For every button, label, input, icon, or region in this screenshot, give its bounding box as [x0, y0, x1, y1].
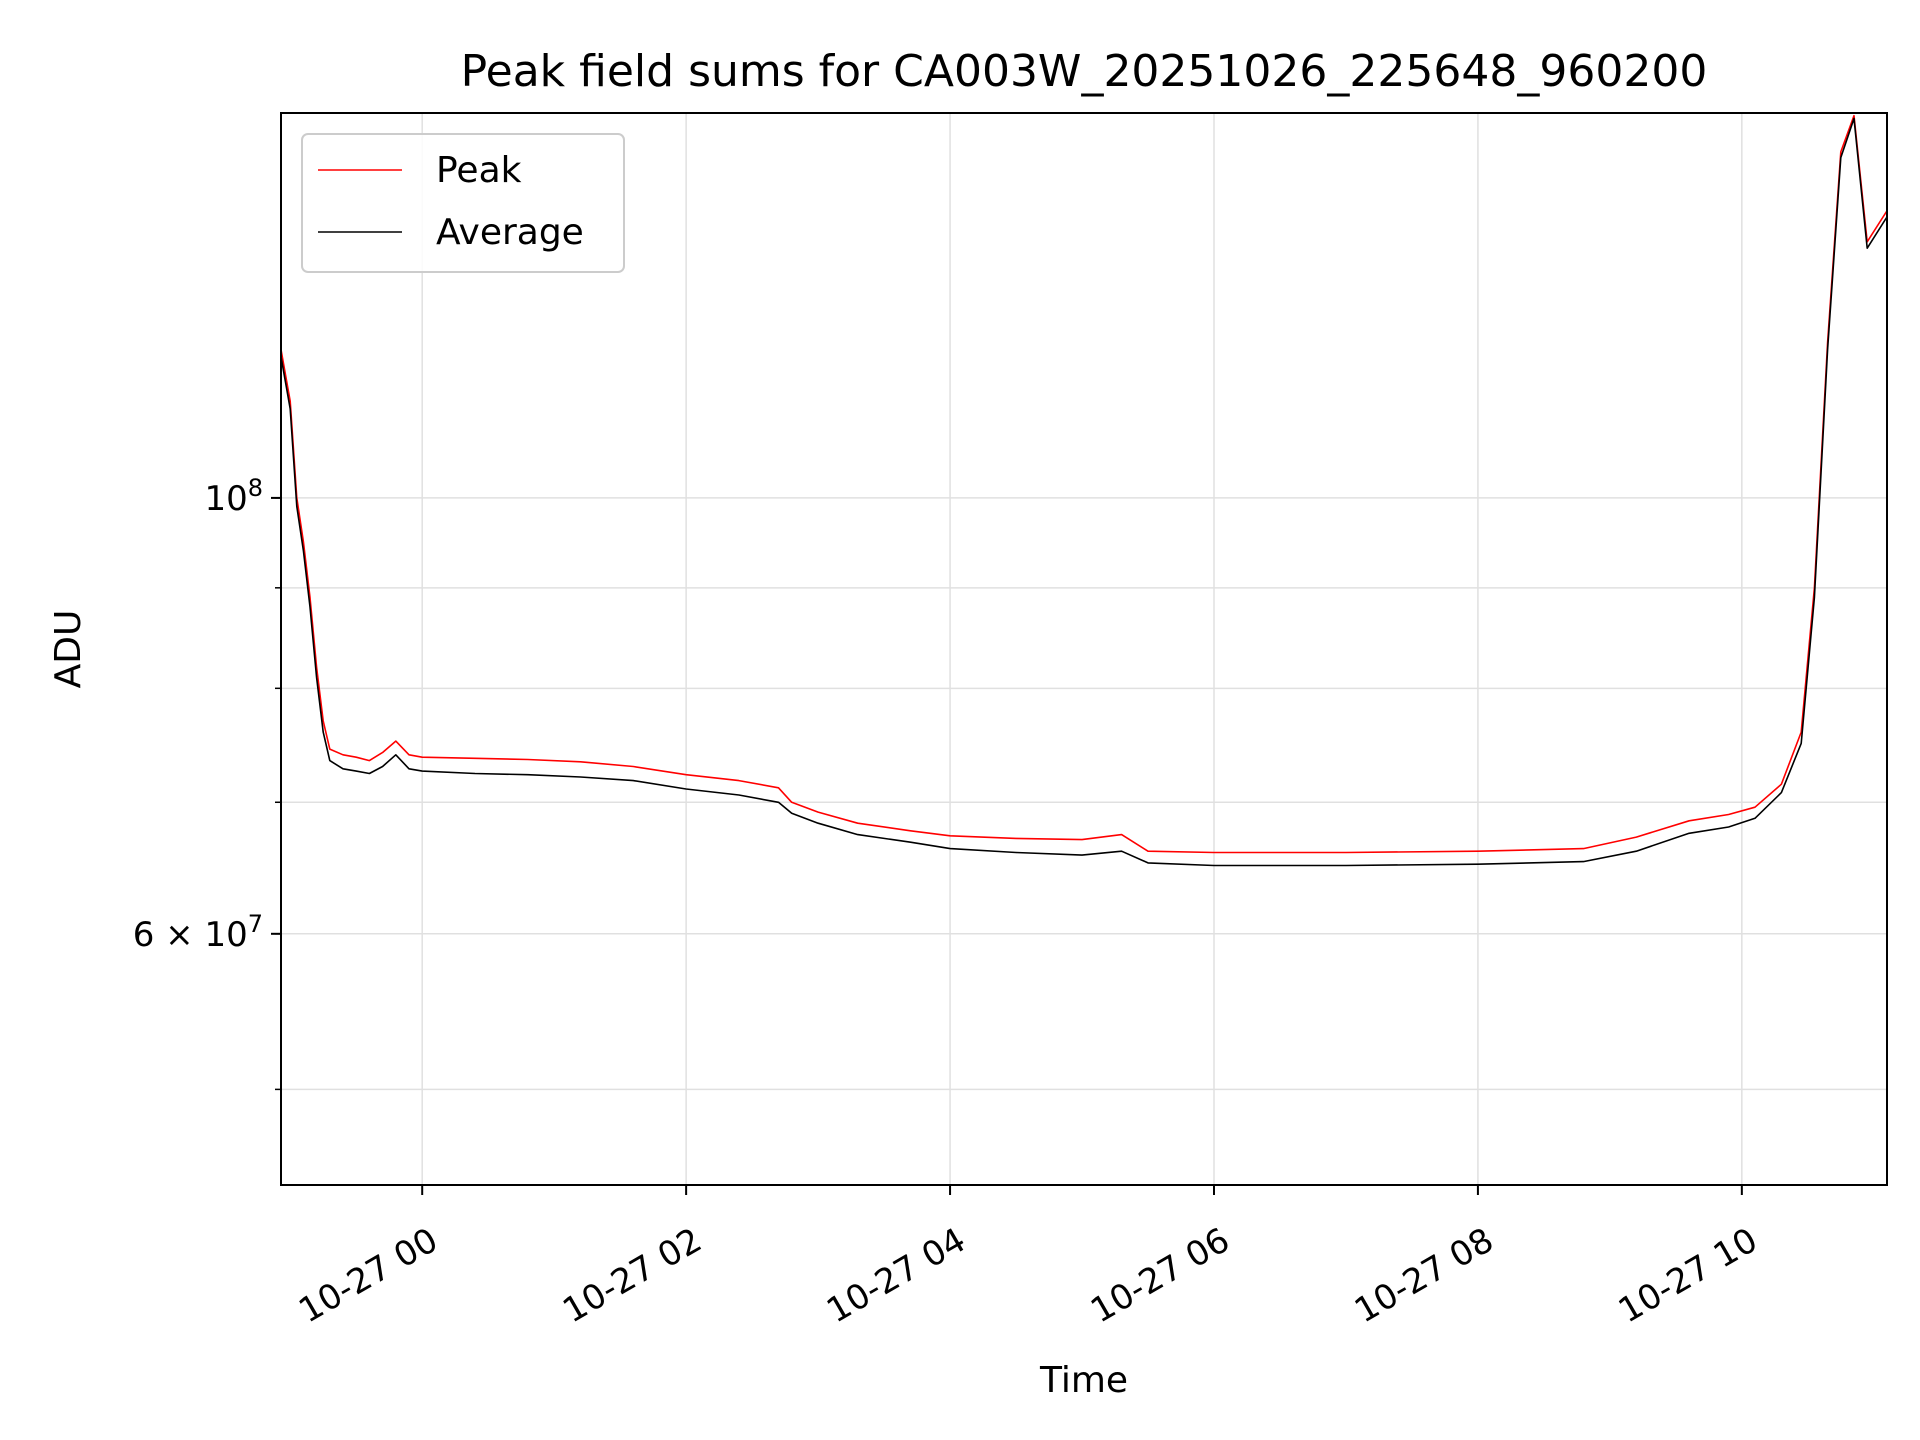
- x-tick-label: 10-27 08: [1348, 1220, 1500, 1331]
- x-tick-label: 10-27 00: [292, 1220, 444, 1331]
- x-tick-label: 10-27 10: [1612, 1220, 1764, 1331]
- ticks: 10-27 00 10-27 02 10-27 04 10-27 06 10-27 08…: [133, 474, 1765, 1331]
- grid: [281, 113, 1887, 1185]
- y-axis-label: ADU: [48, 610, 89, 689]
- legend-box: [301, 133, 625, 273]
- y-tick-label: 108: [204, 474, 263, 519]
- x-axis-label: Time: [1039, 1360, 1128, 1401]
- series-line-peak: [281, 114, 1887, 854]
- series-line-average: [281, 117, 1887, 867]
- y-tick-label: 6 × 107: [133, 910, 263, 955]
- axes-frame: [280, 112, 1888, 1186]
- legend-label-average: Average: [436, 212, 584, 253]
- series-layer: [281, 114, 1887, 867]
- chart-title: Peak field sums for CA003W_20251026_2256…: [461, 46, 1708, 97]
- x-tick-label: 10-27 06: [1084, 1220, 1236, 1331]
- x-tick-label: 10-27 04: [820, 1220, 972, 1331]
- x-tick-label: 10-27 02: [556, 1220, 708, 1331]
- legend: Peak Average: [301, 133, 625, 273]
- legend-label-peak: Peak: [436, 150, 522, 191]
